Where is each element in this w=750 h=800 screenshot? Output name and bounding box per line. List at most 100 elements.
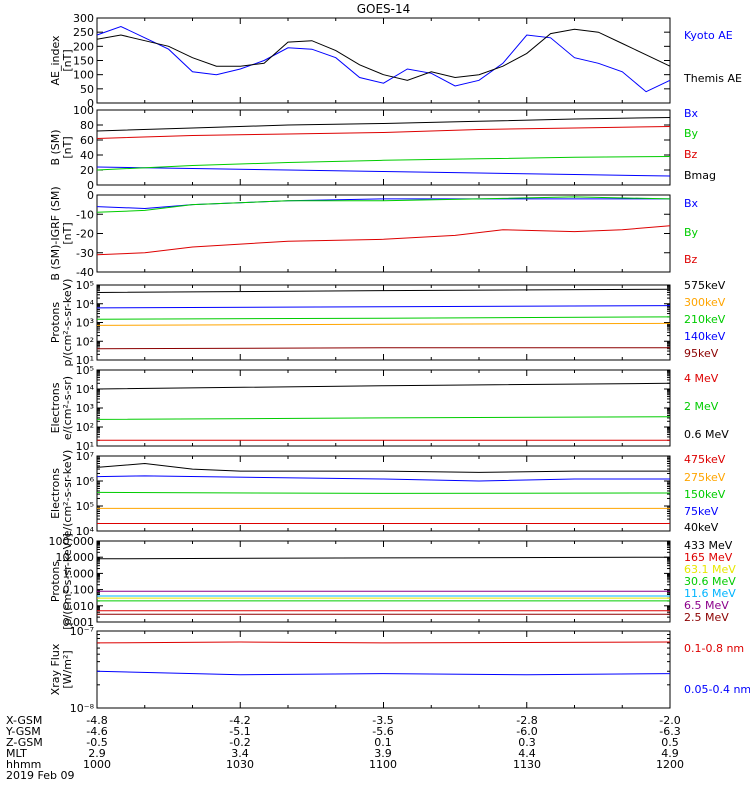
legend-2-mev: 2 MeV xyxy=(684,400,719,413)
y-tick-label: 10⁵ xyxy=(76,500,94,513)
legend-275kev: 275keV xyxy=(684,471,726,484)
panel-b-sm: 0 20 40 60 80 100 B (SM) [nT] Bx By Bz Bmag xyxy=(49,104,716,192)
footer-row-label: Z-GSM xyxy=(6,736,43,749)
y-axis-label-line2: [nT] xyxy=(61,49,74,71)
footer-value: -2.0 xyxy=(659,714,680,727)
y-tick-label: 0.100 xyxy=(63,584,95,597)
y-tick-label: -40 xyxy=(76,266,94,279)
series-line-210kev xyxy=(96,316,671,320)
legend-75kev: 75keV xyxy=(684,505,719,518)
footer-value: 4.9 xyxy=(661,747,679,760)
y-axis-label: B (SM) [nT] xyxy=(49,129,74,165)
series-line-bx xyxy=(96,166,671,177)
footer-value: 1100 xyxy=(369,758,397,771)
y-tick-label: 10⁷ xyxy=(76,450,94,463)
panel-b-sm-igrf: -40 -30 -20 -10 0 B (SM)-IGRF (SM) [nT] Bx By Bz xyxy=(49,186,699,280)
plot-frame xyxy=(96,109,671,186)
y-tick-label: 10¹ xyxy=(76,354,94,367)
footer-value: -4.8 xyxy=(86,714,107,727)
y-tick-label: 10³ xyxy=(76,317,94,330)
legend-475kev: 475keV xyxy=(684,453,726,466)
series-line-2-mev xyxy=(96,416,671,420)
y-axis-label-line1: Electrons xyxy=(49,382,62,433)
y-axis-label-line1: Protons xyxy=(49,302,62,343)
series-line-0-05-0-4-nm xyxy=(96,670,671,676)
y-tick-label: 200 xyxy=(73,40,94,53)
y-axis-label-line2: [nT] xyxy=(61,222,74,244)
legend-0-1-0-8-nm: 0.1-0.8 nm xyxy=(684,642,744,655)
legend-11-6-mev: 11.6 MeV xyxy=(684,587,736,600)
y-tick-label: 50 xyxy=(80,83,94,96)
footer-row-label: hhmm xyxy=(6,758,41,771)
y-tick-label: 150 xyxy=(73,55,94,68)
y-axis-label: Protons p/(cm²-s-sr-keV) xyxy=(49,279,74,367)
y-tick-label: 100 xyxy=(73,104,94,117)
legend-6-5-mev: 6.5 MeV xyxy=(684,599,729,612)
y-tick-label: 10¹ xyxy=(76,440,94,453)
footer-value: -3.5 xyxy=(372,714,393,727)
y-axis-label-line1: AE_index xyxy=(49,35,62,86)
series-line-bz xyxy=(96,225,671,256)
y-axis-label: B (SM)-IGRF (SM) [nT] xyxy=(49,186,74,280)
y-axis-label-line1: B (SM) xyxy=(49,129,62,165)
y-tick-label: 40 xyxy=(80,149,94,162)
legend-30-6-mev: 30.6 MeV xyxy=(684,575,736,588)
legend-bz: Bz xyxy=(684,148,698,161)
chart-title: GOES-14 xyxy=(357,2,411,16)
series-line-kyoto-ae xyxy=(96,25,671,93)
footer-value: 0.3 xyxy=(518,736,536,749)
y-tick-label: 0.001 xyxy=(63,616,95,629)
y-tick-label: 10² xyxy=(76,335,94,348)
y-tick-label: 10⁵ xyxy=(76,364,94,377)
legend-bx: Bx xyxy=(684,107,699,120)
y-tick-label: -20 xyxy=(76,228,94,241)
footer-value: -4.2 xyxy=(229,714,250,727)
legend-4-mev: 4 MeV xyxy=(684,372,719,385)
footer-value: 3.4 xyxy=(231,747,249,760)
plot-frame xyxy=(96,194,671,273)
series-line-bz xyxy=(96,126,671,139)
footer-row-label: Y-GSM xyxy=(5,725,41,738)
footer-value: 4.4 xyxy=(518,747,536,760)
y-tick-label: 100 xyxy=(73,69,94,82)
series-line-themis-ae xyxy=(96,28,671,81)
y-axis-label-line1: Xray Flux xyxy=(49,643,62,695)
legend-140kev: 140keV xyxy=(684,330,726,343)
legend-300kev: 300keV xyxy=(684,296,726,309)
y-tick-label: 10³ xyxy=(76,402,94,415)
y-tick-label: 0 xyxy=(87,179,94,192)
footer-value: -0.5 xyxy=(86,736,107,749)
y-axis-label-line2: [W/m²] xyxy=(61,650,74,688)
y-axis-label-line1: Electrons xyxy=(49,468,62,519)
y-tick-label: 300 xyxy=(73,12,94,25)
footer-value: -6.0 xyxy=(516,725,537,738)
footer-value: -5.6 xyxy=(372,725,393,738)
series-line-300kev xyxy=(96,322,671,326)
legend-150kev: 150keV xyxy=(684,488,726,501)
y-tick-label: 20 xyxy=(80,164,94,177)
y-axis-label-line2: [nT] xyxy=(61,136,74,158)
legend-433-mev: 433 MeV xyxy=(684,539,733,552)
footer-row-label: 2019 Feb 09 xyxy=(6,769,74,782)
y-axis-label-line1: B (SM)-IGRF (SM) xyxy=(49,186,62,280)
y-tick-label: 1.000 xyxy=(63,567,95,580)
y-tick-label: 100.000 xyxy=(49,535,95,548)
legend-bmag: Bmag xyxy=(684,169,716,182)
plot-frame xyxy=(96,540,671,623)
y-tick-label: 80 xyxy=(80,119,94,132)
y-tick-label: 10⁴ xyxy=(76,525,95,538)
footer-value: 1030 xyxy=(226,758,254,771)
y-axis-label-line2: e/(cm²-s-sr) xyxy=(61,376,74,440)
y-tick-label: -30 xyxy=(76,247,94,260)
legend-0-05-0-4-nm: 0.05-0.4 nm xyxy=(684,683,750,696)
legend-95kev: 95keV xyxy=(684,347,719,360)
series-line-bx xyxy=(96,198,670,210)
y-tick-label: -10 xyxy=(76,208,94,221)
legend-63-1-mev: 63.1 MeV xyxy=(684,563,736,576)
y-tick-label: 10⁴ xyxy=(76,383,95,396)
y-axis-label-line2: p/(cm²-s-sr-keV) xyxy=(61,279,74,367)
footer-value: -6.3 xyxy=(659,725,680,738)
